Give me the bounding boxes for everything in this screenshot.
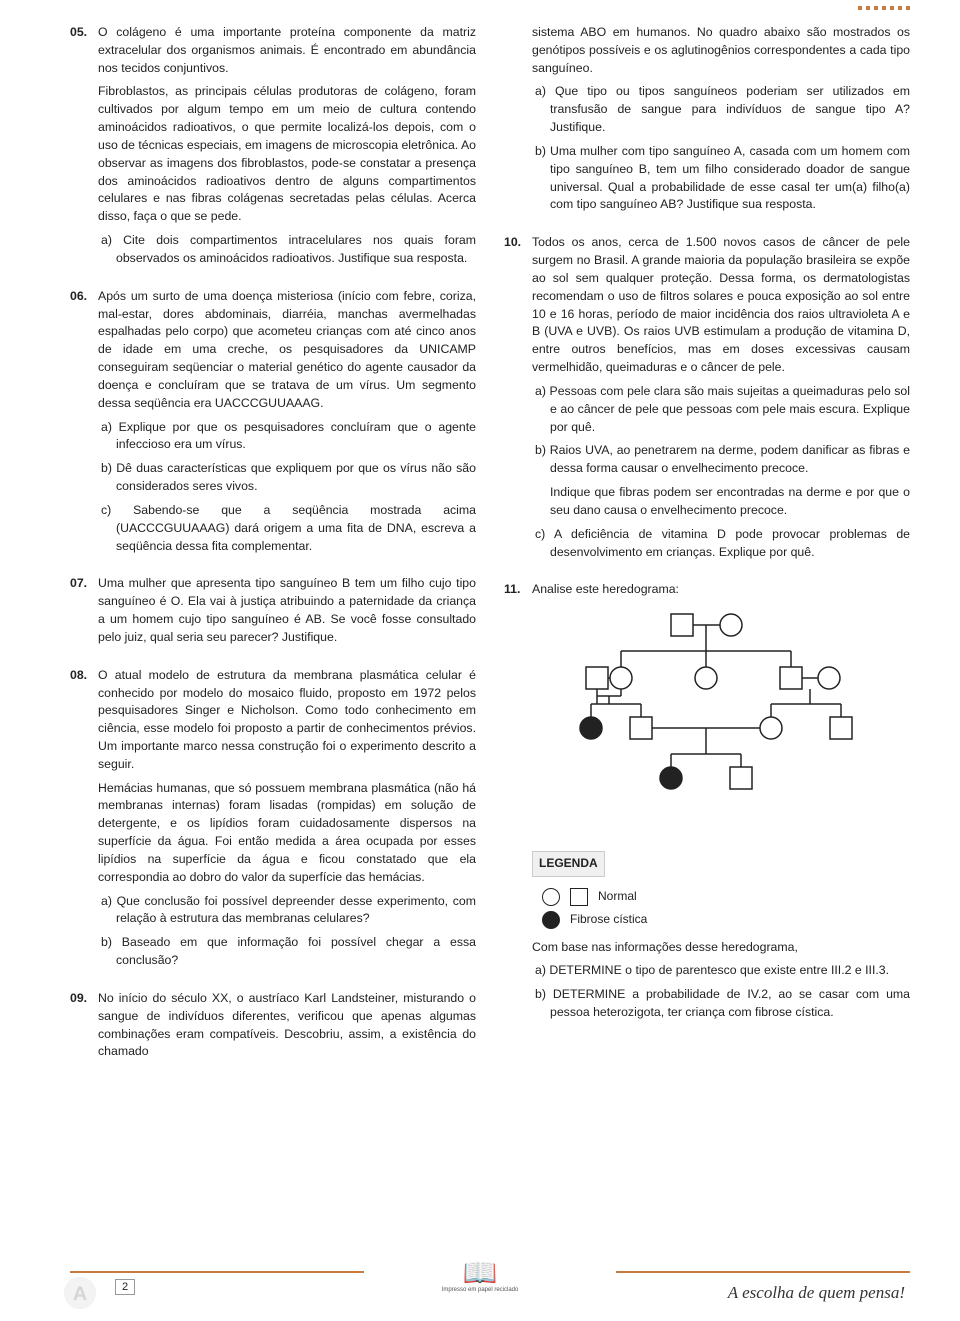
heredogram-legend: LEGENDA Normal Fibrose cística: [532, 851, 910, 928]
q-number: 11.: [504, 581, 532, 1028]
q-text: Todos os anos, cerca de 1.500 novos caso…: [532, 234, 910, 377]
q-sub-c: c) Sabendo-se que a seqüência mostrada a…: [98, 502, 476, 555]
page-content: 05. O colágeno é uma importante proteína…: [0, 0, 960, 1161]
q-sub-b2: Indique que fibras podem ser encontradas…: [532, 484, 910, 520]
q-sub-a: a) DETERMINE o tipo de parentesco que ex…: [532, 962, 910, 980]
q-text: Analise este heredograma:: [532, 581, 910, 599]
question-06: 06. Após um surto de uma doença misterio…: [70, 288, 476, 562]
q-number: 10.: [504, 234, 532, 567]
question-09-cont: sistema ABO em humanos. No quadro abaixo…: [504, 24, 910, 220]
legend-row-fc: Fibrose cística: [542, 911, 910, 929]
q-number: 07.: [70, 575, 98, 652]
q-sub-b: b) Dê duas características que expliquem…: [98, 460, 476, 496]
q-sub-b: b) Raios UVA, ao penetrarem na derme, po…: [532, 442, 910, 478]
square-icon: [570, 888, 588, 906]
filled-circle-icon: [542, 911, 560, 929]
page-number: 2: [115, 1279, 135, 1295]
question-05: 05. O colágeno é uma importante proteína…: [70, 24, 476, 274]
question-08: 08. O atual modelo de estrutura da membr…: [70, 667, 476, 976]
circle-icon: [542, 888, 560, 906]
q-sub-a: a) Explique por que os pesquisadores con…: [98, 419, 476, 455]
book-icon: 📖 Impresso em papel reciclado: [442, 1259, 519, 1293]
q-text: Após um surto de uma doença misteriosa (…: [98, 288, 476, 413]
q-number: 05.: [70, 24, 98, 274]
legend-row-normal: Normal: [542, 888, 910, 906]
right-column: sistema ABO em humanos. No quadro abaixo…: [504, 24, 910, 1081]
legend-label: Normal: [598, 888, 637, 905]
q-sub-b: b) Baseado em que informação foi possíve…: [98, 934, 476, 970]
question-11: 11. Analise este heredograma: LEGENDA No…: [504, 581, 910, 1028]
q-sub-a: a) Que tipo ou tipos sanguíneos poderiam…: [532, 83, 910, 136]
legend-title: LEGENDA: [532, 851, 605, 876]
left-column: 05. O colágeno é uma importante proteína…: [70, 24, 476, 1081]
q-text: O atual modelo de estrutura da membrana …: [98, 667, 476, 774]
q-text: Uma mulher que apresenta tipo sanguíneo …: [98, 575, 476, 646]
heredogram-diagram: [532, 609, 910, 839]
q-text: Com base nas informações desse heredogra…: [532, 939, 910, 957]
q-text: O colágeno é uma importante proteína com…: [98, 24, 476, 77]
question-10: 10. Todos os anos, cerca de 1.500 novos …: [504, 234, 910, 567]
question-09: 09. No início do século XX, o austríaco …: [70, 990, 476, 1067]
q-text: sistema ABO em humanos. No quadro abaixo…: [532, 24, 910, 77]
q-sub-a: a) Cite dois compartimentos intracelular…: [98, 232, 476, 268]
q-number: 06.: [70, 288, 98, 562]
svg-text:A: A: [73, 1283, 87, 1305]
q-text: Fibroblastos, as principais células prod…: [98, 83, 476, 226]
q-sub-a: a) Que conclusão foi possível depreender…: [98, 893, 476, 929]
legend-label: Fibrose cística: [570, 911, 647, 928]
q-number: 08.: [70, 667, 98, 976]
question-07: 07. Uma mulher que apresenta tipo sanguí…: [70, 575, 476, 652]
footer-slogan: A escolha de quem pensa!: [728, 1283, 905, 1303]
q-sub-b: b) Uma mulher com tipo sanguíneo A, casa…: [532, 143, 910, 214]
q-sub-b: b) DETERMINE a probabilidade de IV.2, ao…: [532, 986, 910, 1022]
logo-a-icon: A: [62, 1275, 98, 1311]
q-text: Hemácias humanas, que só possuem membran…: [98, 780, 476, 887]
q-text: No início do século XX, o austríaco Karl…: [98, 990, 476, 1061]
header-dots: [858, 6, 910, 10]
recycle-text: Impresso em papel reciclado: [442, 1287, 519, 1293]
q-number: 09.: [70, 990, 98, 1067]
q-sub-a: a) Pessoas com pele clara são mais sujei…: [532, 383, 910, 436]
q-sub-c: c) A deficiência de vitamina D pode prov…: [532, 526, 910, 562]
page-footer: A 2 📖 Impresso em papel reciclado A esco…: [0, 1271, 960, 1321]
